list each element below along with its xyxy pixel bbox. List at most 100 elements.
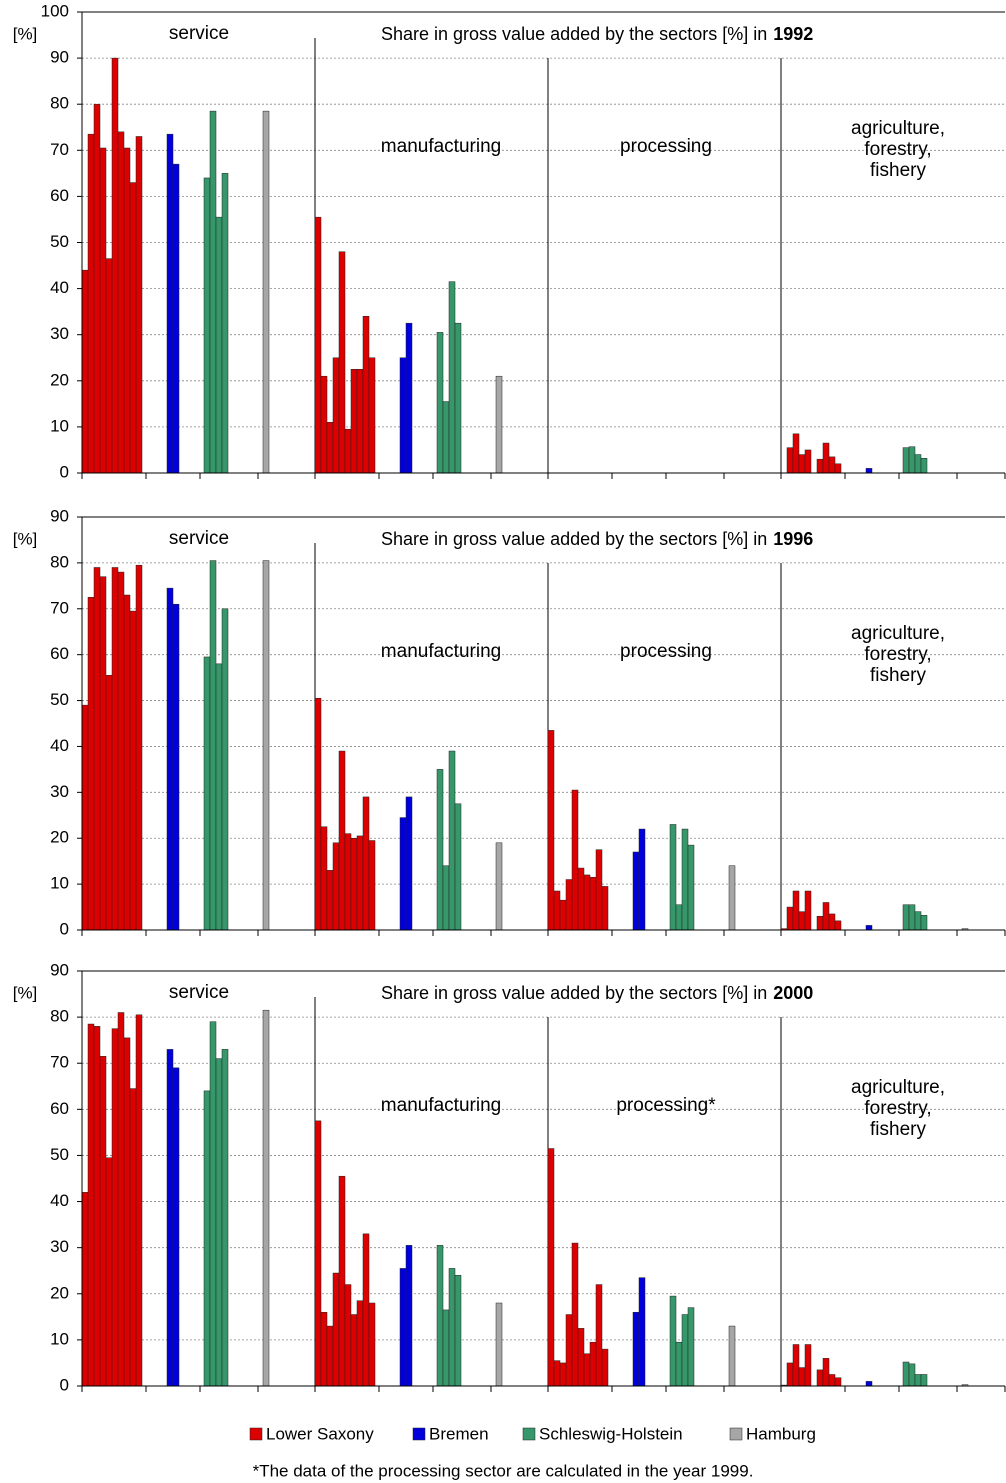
bar xyxy=(399,817,407,931)
bar xyxy=(93,1026,101,1387)
bar xyxy=(908,904,916,931)
y-axis-label: [%] xyxy=(13,983,38,1002)
footnote: *The data of the processing sector are c… xyxy=(253,1461,754,1480)
bar xyxy=(344,428,352,474)
bar xyxy=(350,1314,358,1387)
bar xyxy=(681,1314,689,1387)
bar xyxy=(495,842,503,931)
sector-label: agriculture, xyxy=(851,1077,945,1098)
sector-label: service xyxy=(169,982,229,1003)
bar xyxy=(804,449,812,474)
bar xyxy=(436,1245,444,1387)
legend-swatch xyxy=(412,1427,426,1441)
bar xyxy=(203,177,211,474)
bar xyxy=(344,1284,352,1387)
bar xyxy=(495,1302,503,1387)
bar xyxy=(728,865,736,931)
y-tick-label: 70 xyxy=(50,1053,69,1072)
bar xyxy=(362,796,370,931)
bar xyxy=(914,911,922,931)
bar xyxy=(728,1325,736,1387)
sector-label: processing* xyxy=(616,1095,716,1116)
y-tick-label: 20 xyxy=(50,828,69,847)
bar xyxy=(601,1348,609,1387)
bar xyxy=(638,828,646,931)
bar xyxy=(221,608,229,931)
bar xyxy=(804,1344,812,1387)
y-tick-label: 80 xyxy=(50,94,69,113)
bar xyxy=(902,904,910,931)
bar xyxy=(111,1028,119,1387)
y-tick-label: 90 xyxy=(50,48,69,67)
bar xyxy=(209,560,217,931)
sector-label: service xyxy=(169,528,229,549)
bar xyxy=(571,1242,579,1387)
sector-label: fishery xyxy=(870,160,926,181)
bar xyxy=(338,1175,346,1387)
y-axis-label: [%] xyxy=(13,24,38,43)
bar xyxy=(436,769,444,931)
title-text: Share in gross value added by the sector… xyxy=(381,24,767,44)
bar xyxy=(565,879,573,931)
bar xyxy=(81,704,89,931)
legend-label: Schleswig-Holstein xyxy=(539,1424,683,1443)
bar xyxy=(166,1049,174,1387)
sector-label: manufacturing xyxy=(381,136,501,157)
bar xyxy=(559,899,567,931)
bar xyxy=(362,1233,370,1387)
bar xyxy=(786,906,794,931)
y-axis-label: [%] xyxy=(13,529,38,548)
bar xyxy=(914,1374,922,1387)
bar xyxy=(834,920,842,931)
sector-label: agriculture, xyxy=(851,118,945,139)
y-tick-label: 40 xyxy=(50,1191,69,1210)
bar xyxy=(908,1363,916,1387)
bar xyxy=(87,1023,95,1387)
bar xyxy=(436,332,444,474)
bar xyxy=(129,610,137,931)
y-tick-label: 70 xyxy=(50,598,69,617)
bar xyxy=(822,902,830,931)
bar xyxy=(320,826,328,931)
bar xyxy=(583,1353,591,1387)
y-tick-label: 20 xyxy=(50,370,69,389)
bar xyxy=(902,1361,910,1387)
bar xyxy=(326,1325,334,1387)
y-tick-label: 80 xyxy=(50,552,69,571)
y-tick-label: 90 xyxy=(50,506,69,525)
bar xyxy=(454,322,462,474)
bar xyxy=(320,375,328,474)
bar xyxy=(105,1157,113,1387)
sector-label: service xyxy=(169,23,229,44)
bar xyxy=(221,173,229,474)
bar xyxy=(320,1311,328,1387)
bar xyxy=(595,1284,603,1387)
bar xyxy=(129,182,137,474)
bar xyxy=(117,1012,125,1387)
sector-label: forestry, xyxy=(864,644,931,665)
bar xyxy=(262,110,270,474)
legend-swatch xyxy=(249,1427,263,1441)
bar xyxy=(81,1192,89,1387)
bar xyxy=(203,1090,211,1387)
sector-label: forestry, xyxy=(864,139,931,160)
bar xyxy=(816,915,824,931)
bar xyxy=(262,1009,270,1387)
bar xyxy=(93,567,101,931)
bar xyxy=(368,1302,376,1387)
bar xyxy=(111,57,119,474)
bar xyxy=(105,258,113,474)
bar xyxy=(822,442,830,474)
y-tick-label: 30 xyxy=(50,324,69,343)
bar xyxy=(559,1362,567,1387)
y-tick-label: 30 xyxy=(50,782,69,801)
bar xyxy=(834,463,842,474)
sector-label: processing xyxy=(620,136,712,157)
title-year: 2000 xyxy=(773,983,813,1003)
bar xyxy=(553,1360,561,1387)
bar xyxy=(172,163,180,474)
bar xyxy=(442,1309,450,1387)
bar xyxy=(834,1377,842,1387)
sector-label: manufacturing xyxy=(381,1095,501,1116)
bar xyxy=(332,1272,340,1387)
